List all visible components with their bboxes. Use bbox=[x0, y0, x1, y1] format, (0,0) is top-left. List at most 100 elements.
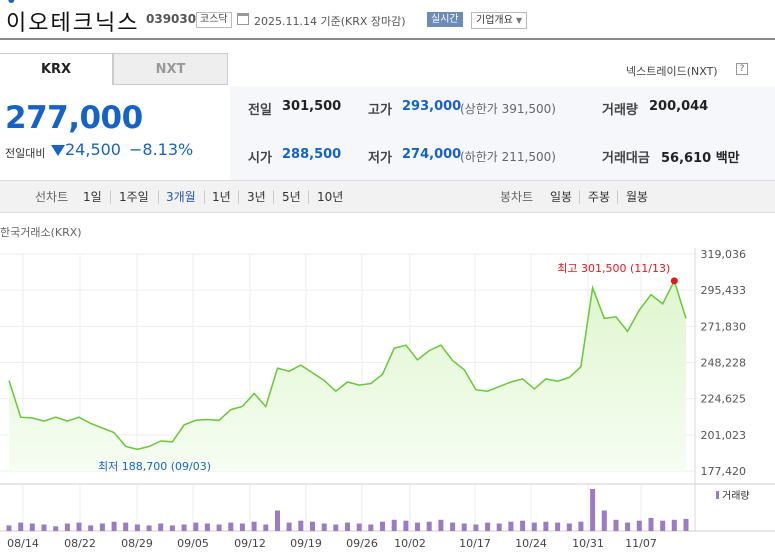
volume-bar bbox=[99, 523, 105, 531]
x-tick-label: 09/12 bbox=[234, 537, 266, 550]
volume-bar bbox=[41, 524, 47, 531]
volume-bar bbox=[76, 522, 82, 531]
volume-bar bbox=[391, 519, 397, 531]
chevron-down-icon: ▼ bbox=[516, 16, 523, 25]
open-value: 288,500 bbox=[282, 147, 342, 162]
divider bbox=[579, 190, 580, 204]
tab-nxt[interactable]: NXT bbox=[113, 53, 228, 85]
period-1w[interactable]: 1주일 bbox=[119, 190, 149, 204]
x-tick-label: 09/26 bbox=[346, 537, 378, 550]
nxt-link[interactable]: 넥스트레이드(NXT) bbox=[626, 65, 718, 78]
volume-bar bbox=[29, 523, 35, 531]
company-name: 이오테크닉스 bbox=[6, 11, 140, 36]
volume-bar bbox=[426, 521, 432, 531]
volume-bar bbox=[216, 524, 222, 531]
volume-bar bbox=[438, 519, 444, 531]
tab-krx[interactable]: KRX bbox=[0, 53, 113, 85]
volume-bar bbox=[461, 523, 467, 531]
y-tick-label: 224,625 bbox=[701, 393, 747, 406]
y-tick-label: 248,228 bbox=[701, 357, 747, 370]
divider bbox=[308, 190, 309, 204]
volume-bar bbox=[508, 521, 514, 531]
stats-panel bbox=[230, 86, 775, 180]
company-info-label: 기업개요 bbox=[476, 15, 513, 26]
volume-bar bbox=[181, 524, 187, 531]
prev-close-label: 전일 bbox=[248, 103, 272, 118]
realtime-button[interactable]: 실시간 bbox=[427, 12, 463, 27]
volume-bar bbox=[53, 526, 59, 531]
y-tick-label: 201,023 bbox=[701, 429, 747, 442]
lower-limit: (하한가 211,500) bbox=[460, 150, 556, 164]
low-label: 저가 bbox=[368, 151, 392, 166]
period-3y[interactable]: 3년 bbox=[247, 190, 266, 204]
period-10y[interactable]: 10년 bbox=[317, 190, 344, 204]
volume-bar bbox=[345, 522, 350, 531]
volume-bar bbox=[123, 522, 129, 531]
candle-daily[interactable]: 일봉 bbox=[550, 190, 573, 204]
help-icon[interactable]: ? bbox=[736, 63, 748, 75]
x-tick-label: 10/24 bbox=[515, 537, 547, 550]
y-tick-label: 295,433 bbox=[701, 284, 747, 297]
volume-bar bbox=[473, 524, 479, 531]
volume-bar bbox=[6, 525, 12, 531]
volume-bar bbox=[251, 521, 257, 531]
period-5y[interactable]: 5년 bbox=[282, 190, 301, 204]
volume-bar bbox=[111, 521, 117, 531]
volume-bar bbox=[403, 520, 409, 531]
x-tick-label: 10/31 bbox=[572, 537, 604, 550]
volume-bar bbox=[496, 523, 502, 531]
volume-bar bbox=[64, 523, 70, 531]
x-tick-label: 08/14 bbox=[7, 537, 39, 550]
volume-bar bbox=[660, 520, 666, 531]
volume-bar bbox=[368, 524, 374, 531]
volume-bar bbox=[275, 510, 280, 531]
volume-bar bbox=[625, 522, 631, 531]
period-bar bbox=[0, 180, 775, 213]
candle-weekly[interactable]: 주봉 bbox=[588, 190, 611, 204]
high-marker bbox=[670, 277, 678, 285]
volume-bar bbox=[333, 524, 339, 531]
x-tick-label: 11/07 bbox=[625, 537, 657, 550]
change-value: 24,500 bbox=[65, 140, 121, 159]
low-annotation: 최저 188,700 (09/03) bbox=[98, 460, 211, 473]
line-chart-label: 선차트 bbox=[35, 190, 69, 204]
volume-bar bbox=[380, 521, 385, 531]
x-tick-label: 10/17 bbox=[459, 537, 491, 550]
low-value: 274,000 bbox=[402, 147, 462, 162]
basis-date: 2025.11.14 기준(KRX 장마감) bbox=[254, 15, 406, 28]
period-3m[interactable]: 3개월 bbox=[166, 190, 196, 204]
change-percent: −8.13% bbox=[129, 140, 194, 159]
volume-bar bbox=[450, 522, 456, 531]
volume-legend-swatch bbox=[716, 491, 719, 499]
volume-bar bbox=[590, 489, 596, 531]
period-1y[interactable]: 1년 bbox=[212, 190, 231, 204]
volume-bar bbox=[193, 522, 199, 531]
current-price: 277,000 bbox=[5, 100, 143, 136]
volume-bar bbox=[204, 523, 210, 531]
price-line bbox=[8, 278, 687, 451]
volume-bar bbox=[298, 520, 304, 531]
volume-bar bbox=[169, 525, 175, 531]
prev-close-value: 301,500 bbox=[282, 99, 342, 114]
divider bbox=[238, 190, 239, 204]
x-tick-label: 08/22 bbox=[64, 537, 96, 550]
volume-bar bbox=[134, 524, 140, 531]
volume-bar bbox=[263, 524, 269, 531]
volume-bar bbox=[683, 518, 689, 531]
volume-bar bbox=[648, 517, 654, 531]
y-tick-label: 319,036 bbox=[701, 248, 747, 261]
period-1d[interactable]: 1일 bbox=[83, 190, 102, 204]
volume-bar bbox=[613, 519, 619, 531]
price-area bbox=[9, 280, 686, 471]
data-source: 한국거래소(KRX) bbox=[0, 226, 82, 239]
x-tick-label: 09/05 bbox=[177, 537, 209, 550]
volume-bar bbox=[671, 519, 677, 531]
trade-value-label: 거래대금 bbox=[602, 151, 650, 166]
high-label: 고가 bbox=[368, 103, 392, 118]
divider bbox=[204, 190, 205, 204]
volume-bar bbox=[321, 523, 327, 531]
candle-monthly[interactable]: 월봉 bbox=[626, 190, 649, 204]
volume-bar bbox=[239, 523, 245, 531]
company-info-dropdown[interactable]: 기업개요 ▼ bbox=[471, 12, 528, 29]
